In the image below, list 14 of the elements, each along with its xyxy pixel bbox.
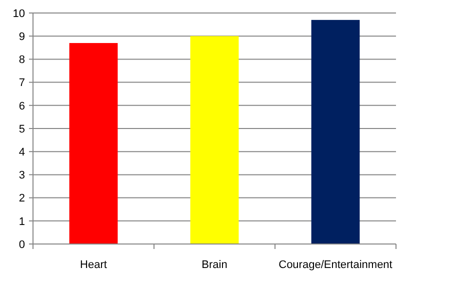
y-tick-label: 9 <box>18 30 25 43</box>
y-tick-label: 1 <box>18 216 25 228</box>
y-tick-label: 5 <box>18 123 25 136</box>
y-tick-label: 0 <box>18 238 25 251</box>
x-tick-label: Brain <box>202 259 228 271</box>
y-tick-label: 8 <box>18 54 25 66</box>
y-tick-label: 2 <box>18 192 25 205</box>
y-tick-label: 7 <box>18 77 25 90</box>
y-tick-label: 4 <box>18 146 25 158</box>
y-tick-label: 3 <box>18 170 25 182</box>
x-tick-label: Courage/Entertainment <box>278 259 392 271</box>
x-tick-label: Heart <box>80 259 107 271</box>
y-tick-label: 10 <box>12 8 25 20</box>
y-tick-label: 6 <box>18 100 25 112</box>
